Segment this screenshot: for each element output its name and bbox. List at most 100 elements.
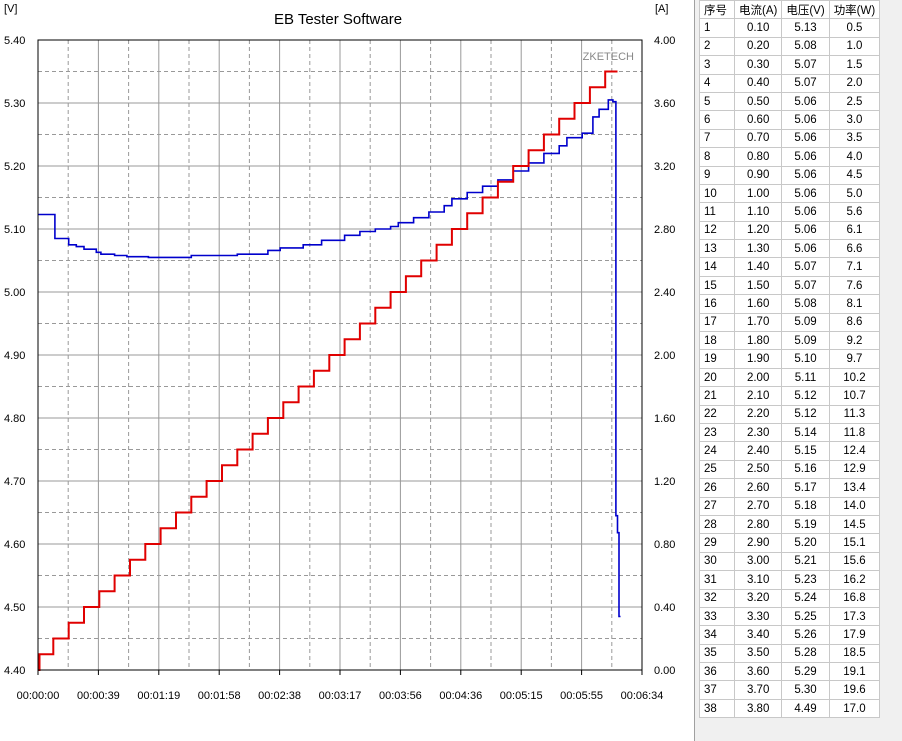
table-row[interactable]: 5 0.50 5.06 2.5 bbox=[699, 91, 881, 112]
cell-current: 1.30 bbox=[733, 239, 783, 259]
cell-voltage: 5.18 bbox=[781, 496, 830, 516]
cell-index: 22 bbox=[699, 404, 735, 424]
y-right-tick-label: 2.40 bbox=[654, 287, 675, 299]
table-row[interactable]: 27 2.70 5.18 14.0 bbox=[699, 496, 881, 516]
cell-index: 28 bbox=[699, 514, 735, 535]
table-row[interactable]: 18 1.80 5.09 9.2 bbox=[699, 331, 881, 351]
table-row[interactable]: 10 1.00 5.06 5.0 bbox=[699, 183, 881, 204]
table-row[interactable]: 11 1.10 5.06 5.6 bbox=[699, 202, 881, 222]
cell-current: 3.30 bbox=[733, 606, 783, 627]
cell-voltage: 5.19 bbox=[781, 514, 830, 535]
cell-current: 3.80 bbox=[733, 698, 783, 719]
table-row[interactable]: 20 2.00 5.11 10.2 bbox=[699, 367, 881, 388]
cell-power: 8.1 bbox=[828, 294, 881, 314]
table-row[interactable]: 6 0.60 5.06 3.0 bbox=[699, 110, 881, 130]
cell-index: 27 bbox=[699, 496, 735, 516]
y-left-tick-label: 5.40 bbox=[4, 35, 25, 47]
cell-power: 6.1 bbox=[828, 220, 881, 241]
cell-index: 21 bbox=[699, 386, 735, 406]
y-left-tick-label: 4.40 bbox=[4, 665, 25, 677]
x-tick-label: 00:02:38 bbox=[258, 690, 301, 702]
cell-voltage: 5.08 bbox=[781, 294, 830, 314]
x-tick-label: 00:00:39 bbox=[77, 690, 120, 702]
cell-power: 18.5 bbox=[828, 643, 881, 664]
table-row[interactable]: 23 2.30 5.14 11.8 bbox=[699, 422, 881, 443]
table-row[interactable]: 7 0.70 5.06 3.5 bbox=[699, 128, 881, 149]
y-right-tick-label: 3.60 bbox=[654, 98, 675, 110]
cell-power: 4.5 bbox=[828, 165, 881, 185]
table-row[interactable]: 12 1.20 5.06 6.1 bbox=[699, 220, 881, 241]
table-row[interactable]: 30 3.00 5.21 15.6 bbox=[699, 551, 881, 572]
cell-current: 1.20 bbox=[733, 220, 783, 241]
cell-voltage: 5.12 bbox=[781, 386, 830, 406]
table-row[interactable]: 33 3.30 5.25 17.3 bbox=[699, 606, 881, 627]
cell-current: 0.40 bbox=[733, 73, 783, 93]
cell-voltage: 5.30 bbox=[781, 680, 830, 700]
col-header-power[interactable]: 功率(W) bbox=[828, 0, 881, 20]
cell-current: 1.00 bbox=[733, 183, 783, 204]
y-right-tick-label: 0.40 bbox=[654, 602, 675, 614]
cell-current: 2.60 bbox=[733, 478, 783, 498]
cell-index: 29 bbox=[699, 533, 735, 553]
col-header-index[interactable]: 序号 bbox=[699, 0, 735, 20]
cell-voltage: 5.06 bbox=[781, 165, 830, 185]
table-row[interactable]: 17 1.70 5.09 8.6 bbox=[699, 312, 881, 333]
cell-voltage: 5.12 bbox=[781, 404, 830, 424]
table-row[interactable]: 14 1.40 5.07 7.1 bbox=[699, 257, 881, 277]
cell-power: 1.5 bbox=[828, 55, 881, 75]
cell-voltage: 5.24 bbox=[781, 588, 830, 608]
cell-voltage: 5.20 bbox=[781, 533, 830, 553]
cell-index: 7 bbox=[699, 128, 735, 149]
table-row[interactable]: 29 2.90 5.20 15.1 bbox=[699, 533, 881, 553]
cell-power: 14.0 bbox=[828, 496, 881, 516]
cell-current: 2.80 bbox=[733, 514, 783, 535]
table-row[interactable]: 32 3.20 5.24 16.8 bbox=[699, 588, 881, 608]
table-row[interactable]: 21 2.10 5.12 10.7 bbox=[699, 386, 881, 406]
cell-power: 4.0 bbox=[828, 147, 881, 167]
col-header-voltage[interactable]: 电压(V) bbox=[781, 0, 830, 20]
table-row[interactable]: 19 1.90 5.10 9.7 bbox=[699, 349, 881, 369]
table-row[interactable]: 2 0.20 5.08 1.0 bbox=[699, 36, 881, 57]
table-row[interactable]: 8 0.80 5.06 4.0 bbox=[699, 147, 881, 167]
cell-current: 2.30 bbox=[733, 422, 783, 443]
table-row[interactable]: 37 3.70 5.30 19.6 bbox=[699, 680, 881, 700]
cell-current: 2.00 bbox=[733, 367, 783, 388]
table-row[interactable]: 3 0.30 5.07 1.5 bbox=[699, 55, 881, 75]
table-row[interactable]: 38 3.80 4.49 17.0 bbox=[699, 698, 881, 719]
table-row[interactable]: 36 3.60 5.29 19.1 bbox=[699, 662, 881, 682]
cell-current: 1.40 bbox=[733, 257, 783, 277]
table-header-row: 序号 电流(A) 电压(V) 功率(W) bbox=[699, 0, 881, 20]
cell-index: 19 bbox=[699, 349, 735, 369]
table-row[interactable]: 13 1.30 5.06 6.6 bbox=[699, 239, 881, 259]
cell-power: 9.7 bbox=[828, 349, 881, 369]
y-left-tick-label: 5.20 bbox=[4, 161, 25, 173]
cell-current: 3.10 bbox=[733, 570, 783, 590]
table-row[interactable]: 25 2.50 5.16 12.9 bbox=[699, 459, 881, 480]
table-row[interactable]: 24 2.40 5.15 12.4 bbox=[699, 441, 881, 461]
cell-power: 19.6 bbox=[828, 680, 881, 700]
table-row[interactable]: 34 3.40 5.26 17.9 bbox=[699, 625, 881, 645]
table-row[interactable]: 4 0.40 5.07 2.0 bbox=[699, 73, 881, 93]
cell-power: 5.6 bbox=[828, 202, 881, 222]
table-row[interactable]: 35 3.50 5.28 18.5 bbox=[699, 643, 881, 664]
cell-current: 2.40 bbox=[733, 441, 783, 461]
right-axis-unit: [A] bbox=[655, 3, 668, 15]
col-header-current[interactable]: 电流(A) bbox=[733, 0, 783, 20]
table-row[interactable]: 16 1.60 5.08 8.1 bbox=[699, 294, 881, 314]
y-left-tick-label: 4.70 bbox=[4, 476, 25, 488]
axes: 5.40 5.30 5.20 5.10 5.00 4.90 4.80 4.70 4.60 4.50… bbox=[4, 35, 675, 702]
table-row[interactable]: 28 2.80 5.19 14.5 bbox=[699, 514, 881, 535]
table-row[interactable]: 1 0.10 5.13 0.5 bbox=[699, 18, 881, 38]
cell-current: 1.60 bbox=[733, 294, 783, 314]
table-row[interactable]: 22 2.20 5.12 11.3 bbox=[699, 404, 881, 424]
y-right-tick-label: 1.20 bbox=[654, 476, 675, 488]
cell-index: 14 bbox=[699, 257, 735, 277]
table-row[interactable]: 26 2.60 5.17 13.4 bbox=[699, 478, 881, 498]
table-row[interactable]: 9 0.90 5.06 4.5 bbox=[699, 165, 881, 185]
cell-voltage: 5.06 bbox=[781, 110, 830, 130]
table-row[interactable]: 15 1.50 5.07 7.6 bbox=[699, 275, 881, 296]
cell-index: 10 bbox=[699, 183, 735, 204]
cell-voltage: 5.09 bbox=[781, 331, 830, 351]
table-row[interactable]: 31 3.10 5.23 16.2 bbox=[699, 570, 881, 590]
cell-voltage: 5.06 bbox=[781, 183, 830, 204]
